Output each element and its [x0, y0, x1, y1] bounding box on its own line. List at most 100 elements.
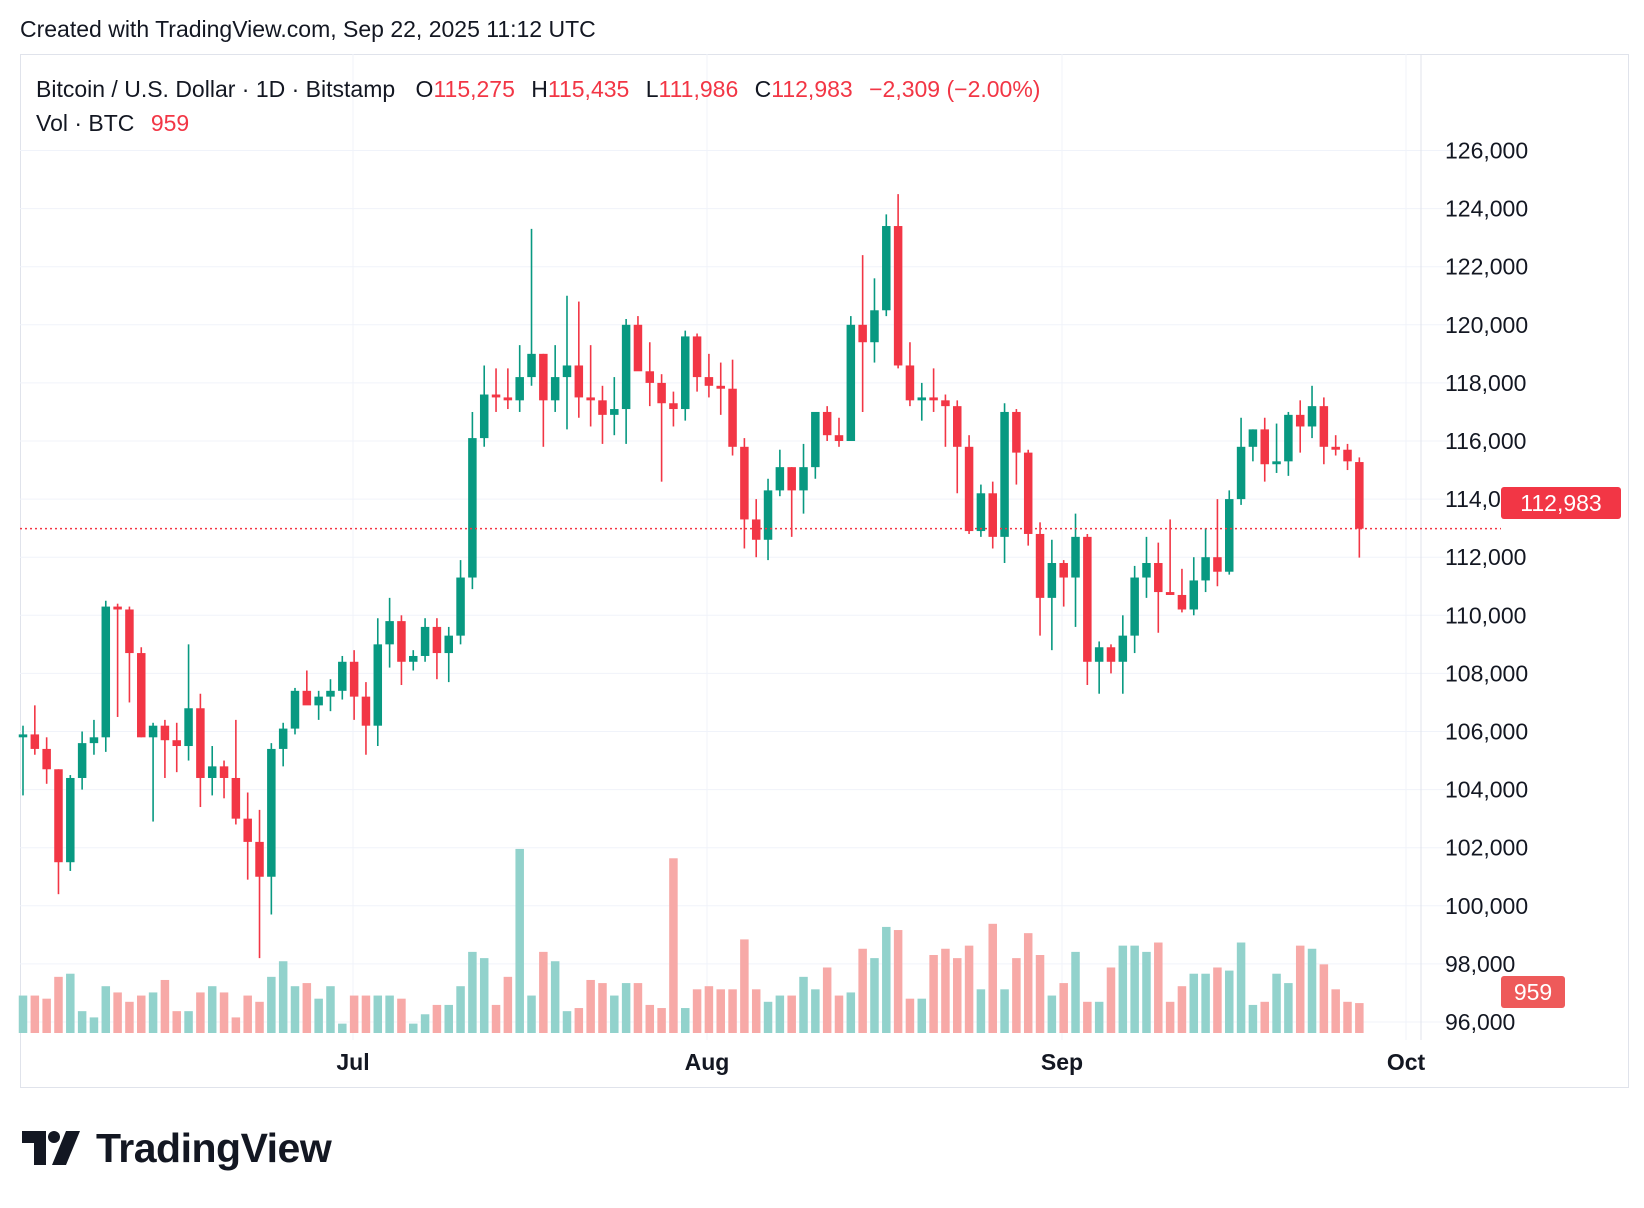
candle-body — [491, 394, 501, 398]
y-tick-label: 106,000 — [1445, 719, 1528, 745]
candle-body — [30, 734, 40, 749]
candle — [243, 792, 252, 880]
candle — [1331, 435, 1340, 456]
volume-bar — [54, 976, 63, 1033]
candle — [1012, 409, 1021, 485]
candle-body — [267, 748, 276, 877]
candle — [373, 618, 383, 747]
created-with-text: Created with TradingView.com, Sep 22, 20… — [20, 16, 596, 42]
volume-bar — [290, 986, 300, 1033]
candle — [1343, 443, 1352, 471]
candle — [988, 481, 997, 549]
x-tick-label: Oct — [1387, 1049, 1426, 1075]
candle — [775, 449, 785, 497]
volume-bar — [704, 986, 714, 1033]
candle — [137, 647, 146, 738]
chart-frame[interactable] — [20, 54, 1629, 1088]
close-value: 112,983 — [771, 76, 853, 102]
volume-bar — [1012, 958, 1021, 1033]
volume-bar — [882, 926, 891, 1033]
candle — [196, 693, 205, 808]
last-price-badge — [1501, 487, 1621, 519]
candle — [314, 690, 323, 720]
volume-bar — [1319, 964, 1329, 1033]
volume-bar — [1331, 989, 1340, 1033]
candle-body — [42, 748, 51, 770]
candle — [941, 394, 950, 447]
candle-body — [716, 385, 725, 389]
volume-bar — [231, 1017, 241, 1033]
y-tick-label: 112,000 — [1445, 544, 1526, 570]
candle-body — [77, 743, 87, 778]
volume-bar — [479, 958, 489, 1033]
volume-bar — [219, 992, 229, 1033]
change-value: −2,309 (−2.00%) — [869, 76, 1041, 102]
y-tick-label: 120,000 — [1445, 312, 1528, 338]
candle — [1272, 423, 1281, 473]
volume-bar — [799, 976, 808, 1033]
volume-bar — [42, 998, 51, 1033]
candle-body — [882, 226, 891, 311]
candle-body — [1083, 536, 1092, 662]
volume-bar — [964, 945, 974, 1033]
candle — [338, 655, 347, 700]
candle — [515, 345, 524, 412]
volume-bar — [278, 961, 288, 1033]
volume-bar — [1130, 945, 1139, 1033]
open-value: 115,275 — [433, 76, 515, 102]
candle — [1154, 542, 1163, 633]
volume-bar — [1189, 973, 1199, 1033]
candle-body — [160, 725, 170, 741]
low-value: 111,986 — [658, 76, 739, 102]
candle — [18, 725, 28, 796]
candle-body — [1284, 414, 1293, 462]
candle — [728, 359, 737, 456]
candle — [1260, 417, 1269, 482]
candle-body — [409, 655, 418, 662]
candle-body — [18, 734, 28, 738]
candle-body — [1142, 563, 1151, 578]
volume-label[interactable]: Vol · BTC — [36, 110, 135, 136]
candle-body — [1331, 446, 1340, 450]
candle — [858, 255, 867, 412]
symbol-label[interactable]: Bitcoin / U.S. Dollar · 1D · Bitstamp — [36, 76, 396, 102]
candle-body — [479, 394, 489, 439]
candle — [1059, 560, 1068, 607]
candle-body — [834, 435, 844, 441]
candle — [1130, 565, 1139, 654]
volume-bar — [409, 1023, 418, 1033]
candle-body — [503, 397, 513, 401]
volume-bar — [491, 1004, 501, 1033]
volume-bar — [160, 979, 170, 1033]
volume-bar — [1059, 983, 1068, 1033]
volume-bar — [89, 1017, 99, 1033]
candle-body — [669, 403, 678, 410]
volume-bar — [397, 998, 406, 1033]
candle — [846, 316, 856, 441]
candle-body — [681, 336, 690, 410]
volume-bar — [1307, 948, 1317, 1033]
volume-bar — [267, 976, 276, 1033]
candle — [1035, 522, 1045, 636]
candle-body — [1000, 411, 1009, 537]
volume-bar — [763, 1001, 773, 1033]
volume-bar — [503, 976, 513, 1033]
open-label: O — [415, 76, 434, 102]
high-label: H — [531, 76, 548, 102]
tradingview-logo[interactable]: TradingView — [22, 1125, 332, 1171]
volume-bar — [420, 1014, 430, 1033]
candle-body — [1201, 557, 1210, 581]
candle — [610, 377, 619, 436]
candle-body — [66, 777, 75, 863]
candle — [704, 353, 714, 398]
candle — [1189, 557, 1199, 616]
candle-body — [941, 400, 950, 407]
candle-body — [314, 696, 323, 706]
volume-bar — [834, 995, 844, 1033]
candle-body — [988, 493, 997, 537]
candle — [101, 600, 111, 752]
candle-body — [811, 411, 820, 468]
volume-bar — [373, 995, 383, 1033]
y-tick-label: 122,000 — [1445, 254, 1528, 280]
